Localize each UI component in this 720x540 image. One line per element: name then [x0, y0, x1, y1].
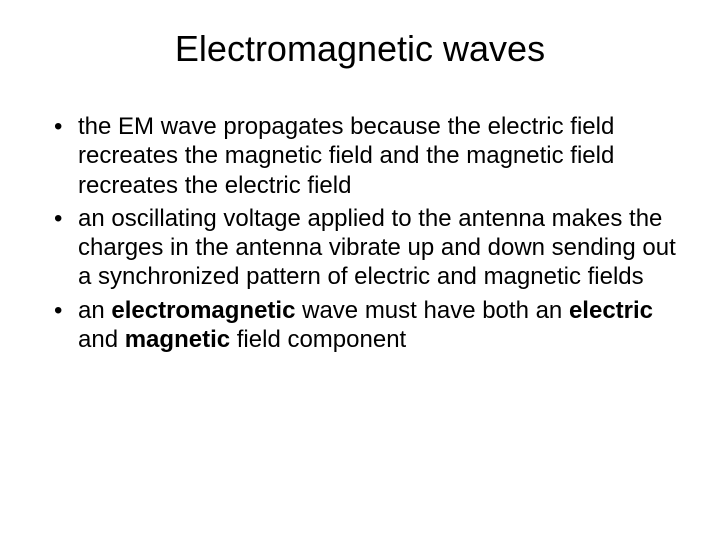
text-run: electric	[569, 297, 653, 324]
text-run: an	[78, 297, 111, 324]
text-run: electromagnetic	[111, 297, 295, 324]
text-run: wave must have both an	[295, 297, 569, 324]
text-run: magnetic	[125, 326, 230, 353]
text-run: field component	[230, 326, 406, 353]
list-item: an electromagnetic wave must have both a…	[54, 296, 684, 355]
slide-title: Electromagnetic waves	[36, 28, 684, 70]
list-item: the EM wave propagates because the elect…	[54, 112, 684, 200]
text-run: and	[78, 326, 125, 353]
text-run: an oscillating voltage applied to the an…	[78, 205, 676, 291]
bullet-list: the EM wave propagates because the elect…	[36, 112, 684, 354]
list-item: an oscillating voltage applied to the an…	[54, 204, 684, 292]
text-run: the EM wave propagates because the elect…	[78, 113, 614, 199]
